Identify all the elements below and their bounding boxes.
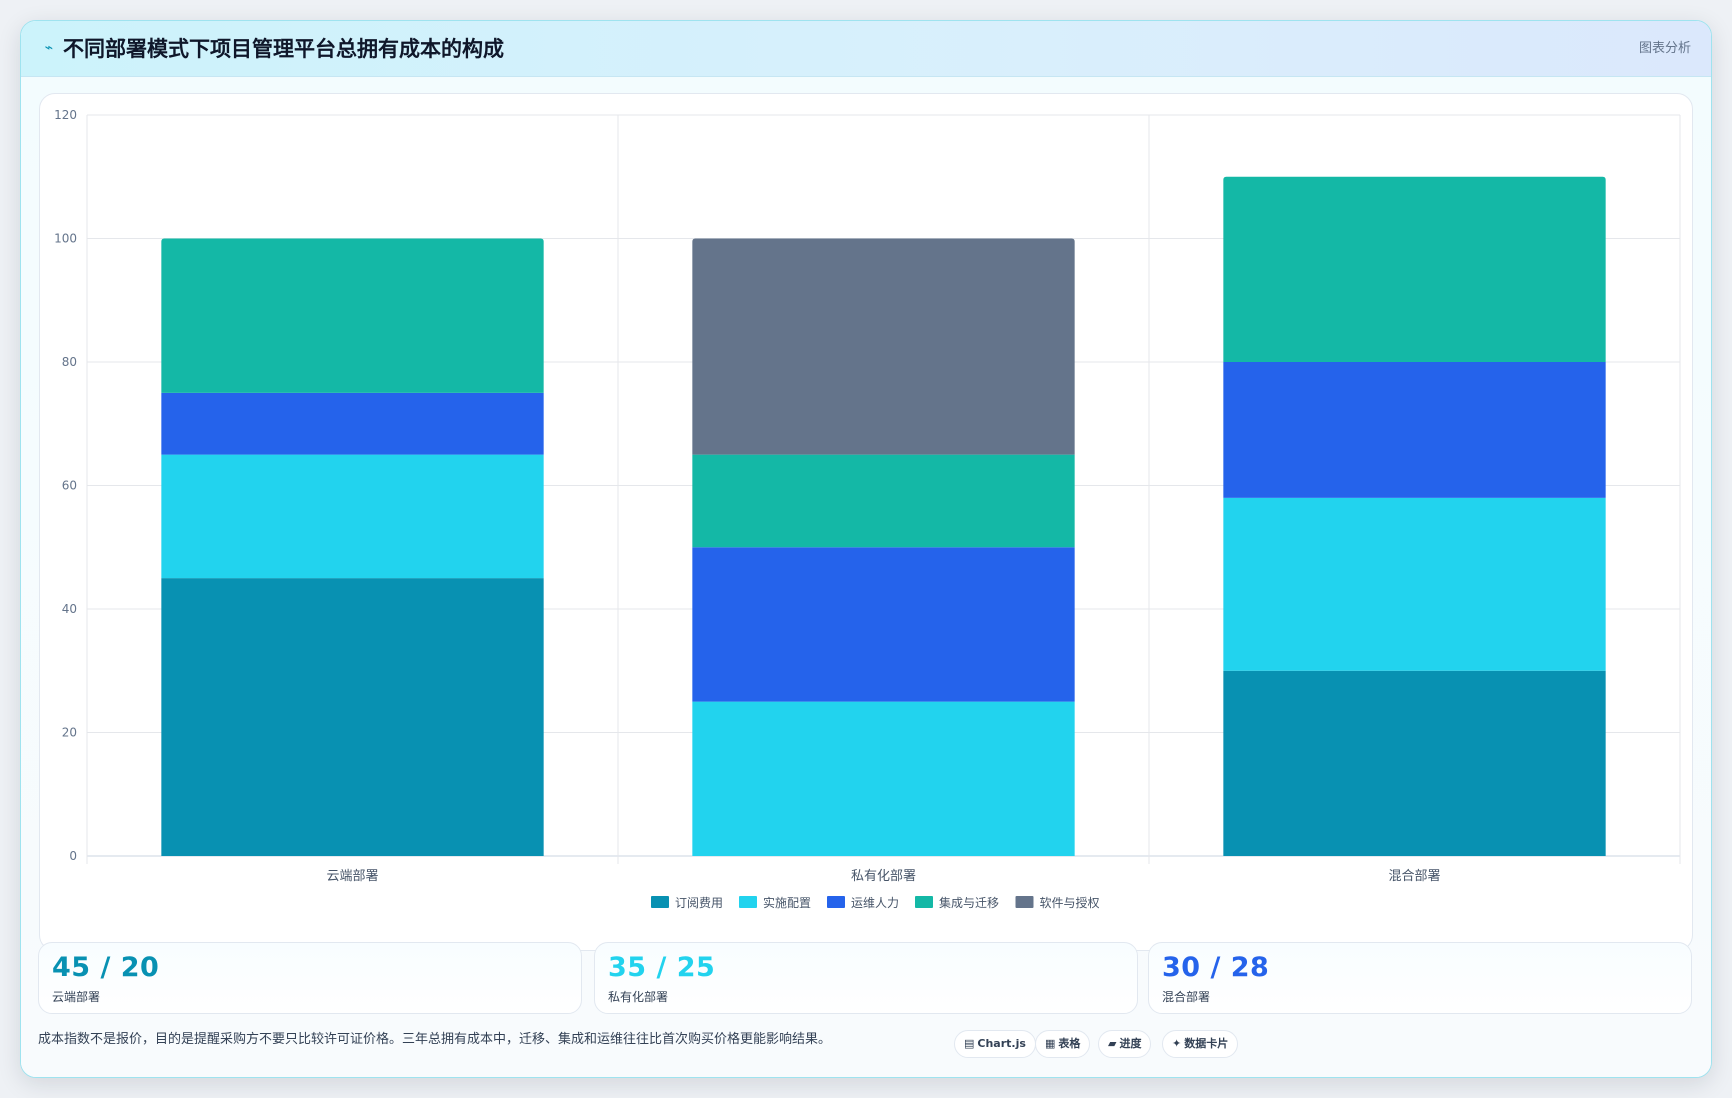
y-tick-label: 20 — [62, 726, 77, 740]
chip-label: 进度 — [1119, 1037, 1142, 1050]
bar-segment — [1223, 362, 1606, 498]
footer-note: 成本指数不是报价，目的是提醒采购方不要只比较许可证价格。三年总拥有成本中，迁移、… — [38, 1032, 832, 1047]
y-tick-label: 0 — [69, 849, 77, 863]
bar-segment — [161, 578, 544, 856]
table-icon: ▦ — [1045, 1037, 1056, 1050]
x-tick-label: 混合部署 — [1388, 869, 1440, 884]
x-tick-label: 私有化部署 — [851, 869, 916, 884]
axes: 0 20 40 60 80 100 120 云端部署 私有化部署 混合部署 — [54, 108, 1440, 884]
chart-icon: ▤ — [964, 1037, 975, 1050]
chip-data-card[interactable]: ✦ 数据卡片 — [1162, 1030, 1239, 1058]
y-tick-label: 80 — [62, 355, 77, 369]
stat-card-private: 35 / 25 私有化部署 — [594, 942, 1138, 1014]
chip-label: 表格 — [1058, 1037, 1081, 1050]
legend-swatch — [915, 896, 933, 908]
stat-value: 45 / 20 — [52, 952, 160, 983]
chart-line-icon: ⌁ — [44, 40, 54, 56]
bar-segment — [161, 392, 544, 455]
legend-label: 订阅费用 — [675, 896, 723, 910]
stat-label: 私有化部署 — [608, 990, 669, 1004]
legend-label: 软件与授权 — [1040, 895, 1100, 910]
stat-label: 混合部署 — [1162, 990, 1211, 1004]
legend-swatch — [827, 896, 845, 908]
legend: 订阅费用 实施配置 运维人力 集成与迁移 软件与授权 — [651, 895, 1100, 910]
progress-icon: ▰ — [1108, 1037, 1117, 1050]
bar-segment — [692, 547, 1075, 702]
bar-segment — [1223, 497, 1606, 671]
legend-label: 实施配置 — [763, 895, 811, 910]
bar-segment — [1223, 670, 1606, 856]
chip-label: 数据卡片 — [1184, 1037, 1229, 1050]
stat-value: 30 / 28 — [1162, 952, 1270, 983]
y-tick-label: 120 — [54, 108, 77, 122]
stat-card-hybrid: 30 / 28 混合部署 — [1148, 942, 1692, 1014]
bars — [161, 176, 1606, 856]
chip-label: Chart.js — [977, 1037, 1026, 1050]
bar-segment — [692, 701, 1075, 856]
stat-value: 35 / 25 — [608, 952, 716, 983]
data-card-icon: ✦ — [1172, 1037, 1182, 1050]
legend-label: 运维人力 — [851, 896, 899, 910]
bar-segment — [161, 454, 544, 579]
page-title: 不同部署模式下项目管理平台总拥有成本的构成 — [63, 37, 504, 61]
legend-swatch — [739, 896, 757, 908]
legend-swatch — [651, 896, 669, 908]
chip-table[interactable]: ▦ 表格 — [1035, 1030, 1091, 1058]
header-tag: 图表分析 — [1638, 41, 1691, 56]
card-header: ⌁ 不同部署模式下项目管理平台总拥有成本的构成 图表分析 — [21, 21, 1711, 77]
chip-progress[interactable]: ▰ 进度 — [1098, 1030, 1152, 1058]
bar-segment — [692, 454, 1075, 548]
y-tick-label: 60 — [62, 479, 77, 493]
bar-segment — [692, 238, 1075, 455]
legend-swatch — [1015, 896, 1034, 908]
chip-chartjs[interactable]: ▤ Chart.js — [954, 1030, 1036, 1058]
y-tick-label: 40 — [62, 602, 77, 616]
stat-label: 云端部署 — [52, 990, 101, 1004]
y-tick-label: 100 — [54, 232, 77, 246]
bar-segment — [161, 238, 544, 393]
bar-segment — [1223, 176, 1606, 362]
stat-card-cloud: 45 / 20 云端部署 — [38, 942, 582, 1014]
legend-label: 集成与迁移 — [939, 895, 999, 910]
x-tick-label: 云端部署 — [326, 869, 378, 884]
